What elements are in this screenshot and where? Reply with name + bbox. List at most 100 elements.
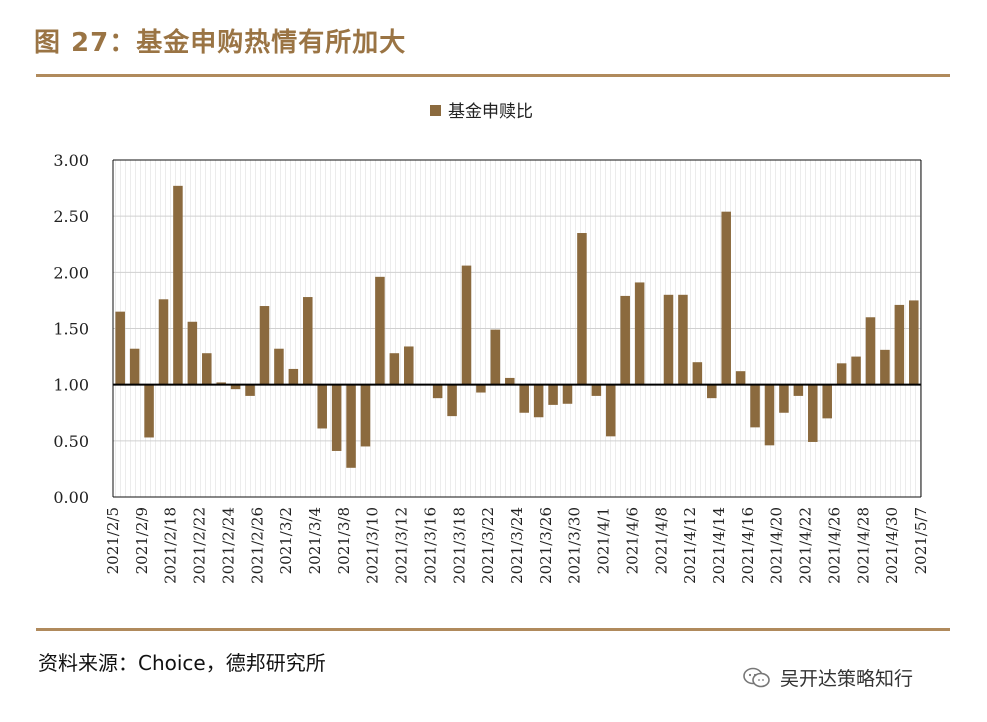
x-tick-label-16: 2021/3/30 bbox=[566, 507, 584, 584]
figure-title: 图 27：基金申购热情有所加大 bbox=[34, 28, 407, 58]
x-tick-label-14: 2021/3/24 bbox=[508, 507, 526, 584]
watermark: 吴开达策略知行 bbox=[742, 664, 913, 691]
x-tick-label-27: 2021/4/30 bbox=[883, 507, 901, 584]
bar-10 bbox=[259, 306, 270, 385]
bottom-divider bbox=[36, 628, 950, 631]
bar-28 bbox=[519, 384, 529, 413]
bar-3 bbox=[158, 299, 169, 385]
bar-32 bbox=[577, 233, 587, 385]
x-tick-label-0: 2021/2/5 bbox=[104, 507, 122, 574]
bar-39 bbox=[678, 294, 688, 385]
bar-29 bbox=[533, 384, 544, 418]
bar-1 bbox=[129, 348, 140, 385]
x-tick-label-10: 2021/3/12 bbox=[393, 507, 411, 584]
x-tick-label-12: 2021/3/18 bbox=[450, 507, 468, 584]
y-tick-label-2: 1.00 bbox=[53, 376, 89, 395]
source-note: 资料来源：Choice，德邦研究所 bbox=[38, 651, 326, 675]
bar-12 bbox=[288, 368, 299, 385]
bar-24 bbox=[461, 265, 472, 385]
x-tick-label-15: 2021/3/26 bbox=[537, 507, 555, 584]
bar-46 bbox=[779, 384, 789, 413]
bar-23 bbox=[447, 384, 457, 417]
y-tick-label-6: 3.00 bbox=[53, 151, 89, 170]
bar-53 bbox=[880, 349, 890, 385]
x-tick-label-22: 2021/4/16 bbox=[739, 507, 757, 584]
x-tick-label-17: 2021/4/1 bbox=[595, 507, 613, 574]
x-tick-label-5: 2021/2/26 bbox=[248, 507, 266, 584]
bar-48 bbox=[808, 384, 818, 442]
bar-6 bbox=[202, 353, 212, 385]
bar-19 bbox=[389, 353, 400, 385]
bar-18 bbox=[375, 276, 385, 385]
x-tick-label-19: 2021/4/8 bbox=[652, 507, 670, 574]
y-axis: 0.00 0.50 1.00 1.50 2.00 2.50 3.00 bbox=[53, 151, 922, 507]
bar-36 bbox=[634, 282, 645, 385]
y-tick-label-1: 0.50 bbox=[53, 432, 89, 451]
x-tick-label-4: 2021/2/24 bbox=[219, 507, 237, 584]
x-tick-label-13: 2021/3/22 bbox=[479, 507, 497, 584]
bar-54 bbox=[894, 304, 905, 385]
y-tick-label-0: 0.00 bbox=[53, 488, 89, 507]
x-tick-label-2: 2021/2/18 bbox=[162, 507, 180, 584]
bar-44 bbox=[750, 384, 760, 428]
bar-49 bbox=[822, 384, 832, 419]
bar-20 bbox=[404, 346, 414, 385]
bar-8 bbox=[230, 384, 241, 390]
x-axis: 2021/2/5 2021/2/9 2021/2/18 2021/2/22 2021/2… bbox=[104, 496, 930, 584]
x-tick-label-25: 2021/4/26 bbox=[825, 507, 843, 584]
bar-41 bbox=[707, 384, 717, 399]
x-tick-label-1: 2021/2/9 bbox=[133, 507, 151, 574]
bar-31 bbox=[562, 384, 573, 404]
y-tick-label-4: 2.00 bbox=[53, 263, 89, 282]
bar-4 bbox=[173, 185, 183, 385]
bar-45 bbox=[764, 384, 775, 446]
bar-55 bbox=[909, 300, 919, 385]
bar-35 bbox=[620, 295, 630, 385]
top-divider bbox=[36, 74, 950, 77]
bar-27 bbox=[505, 377, 515, 385]
bar-0 bbox=[115, 311, 125, 385]
legend-swatch bbox=[430, 105, 441, 116]
bar-5 bbox=[187, 321, 198, 385]
x-tick-label-11: 2021/3/16 bbox=[421, 507, 439, 584]
bar-17 bbox=[360, 384, 371, 447]
bar-43 bbox=[735, 371, 746, 385]
bar-40 bbox=[692, 362, 703, 385]
bar-51 bbox=[851, 356, 861, 385]
bar-52 bbox=[865, 317, 876, 385]
bar-34 bbox=[606, 384, 616, 437]
legend-label: 基金申赎比 bbox=[448, 102, 533, 122]
wechat-icon bbox=[743, 667, 770, 687]
x-tick-label-7: 2021/3/4 bbox=[306, 507, 324, 574]
x-tick-label-26: 2021/4/28 bbox=[854, 507, 872, 584]
bar-42 bbox=[721, 211, 731, 385]
y-tick-label-3: 1.50 bbox=[53, 320, 89, 339]
bar-26 bbox=[490, 329, 501, 385]
x-tick-label-9: 2021/3/10 bbox=[364, 507, 382, 584]
bar-2 bbox=[144, 384, 154, 438]
bar-9 bbox=[245, 384, 255, 396]
bar-14 bbox=[317, 384, 327, 429]
x-tick-label-21: 2021/4/14 bbox=[710, 507, 728, 584]
bar-30 bbox=[548, 384, 558, 405]
bar-33 bbox=[591, 384, 602, 396]
bar-38 bbox=[663, 294, 674, 385]
x-tick-label-28: 2021/5/7 bbox=[912, 507, 930, 574]
bar-13 bbox=[303, 297, 313, 385]
y-tick-label-5: 2.50 bbox=[53, 207, 89, 226]
x-tick-label-24: 2021/4/22 bbox=[797, 507, 815, 584]
x-tick-label-3: 2021/2/22 bbox=[191, 507, 209, 584]
x-tick-label-20: 2021/4/12 bbox=[681, 507, 699, 584]
bar-25 bbox=[476, 384, 486, 393]
bar-16 bbox=[346, 384, 356, 468]
fund-subscription-chart: 0.000.501.001.502.002.503.00 2021/2/5 202… bbox=[53, 102, 930, 584]
bar-22 bbox=[432, 384, 443, 399]
bar-7 bbox=[216, 382, 226, 385]
bar-11 bbox=[274, 348, 284, 385]
bar-47 bbox=[793, 384, 804, 396]
bar-50 bbox=[836, 363, 847, 385]
bar-15 bbox=[331, 384, 342, 451]
watermark-text: 吴开达策略知行 bbox=[780, 668, 914, 690]
legend: 基金申赎比 bbox=[430, 102, 533, 122]
x-tick-label-18: 2021/4/6 bbox=[623, 507, 641, 574]
